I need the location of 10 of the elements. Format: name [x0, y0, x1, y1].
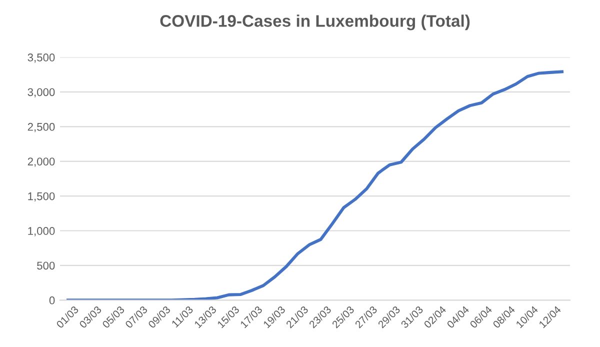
- y-tick-label: 0: [49, 296, 55, 304]
- y-tick-label: 3,000: [28, 88, 55, 98]
- y-tick-label: 500: [37, 262, 55, 270]
- y-tick-label: 1,000: [28, 227, 55, 236]
- y-tick-label: 3,500: [28, 54, 55, 63]
- line-series: [66, 70, 564, 300]
- y-tick-label: 1,500: [28, 192, 55, 202]
- y-tick-label: 2,500: [28, 122, 55, 132]
- chart-title: COVID-19-Cases in Luxembourg (Total): [160, 14, 470, 30]
- y-tick-label: 2,000: [28, 158, 55, 167]
